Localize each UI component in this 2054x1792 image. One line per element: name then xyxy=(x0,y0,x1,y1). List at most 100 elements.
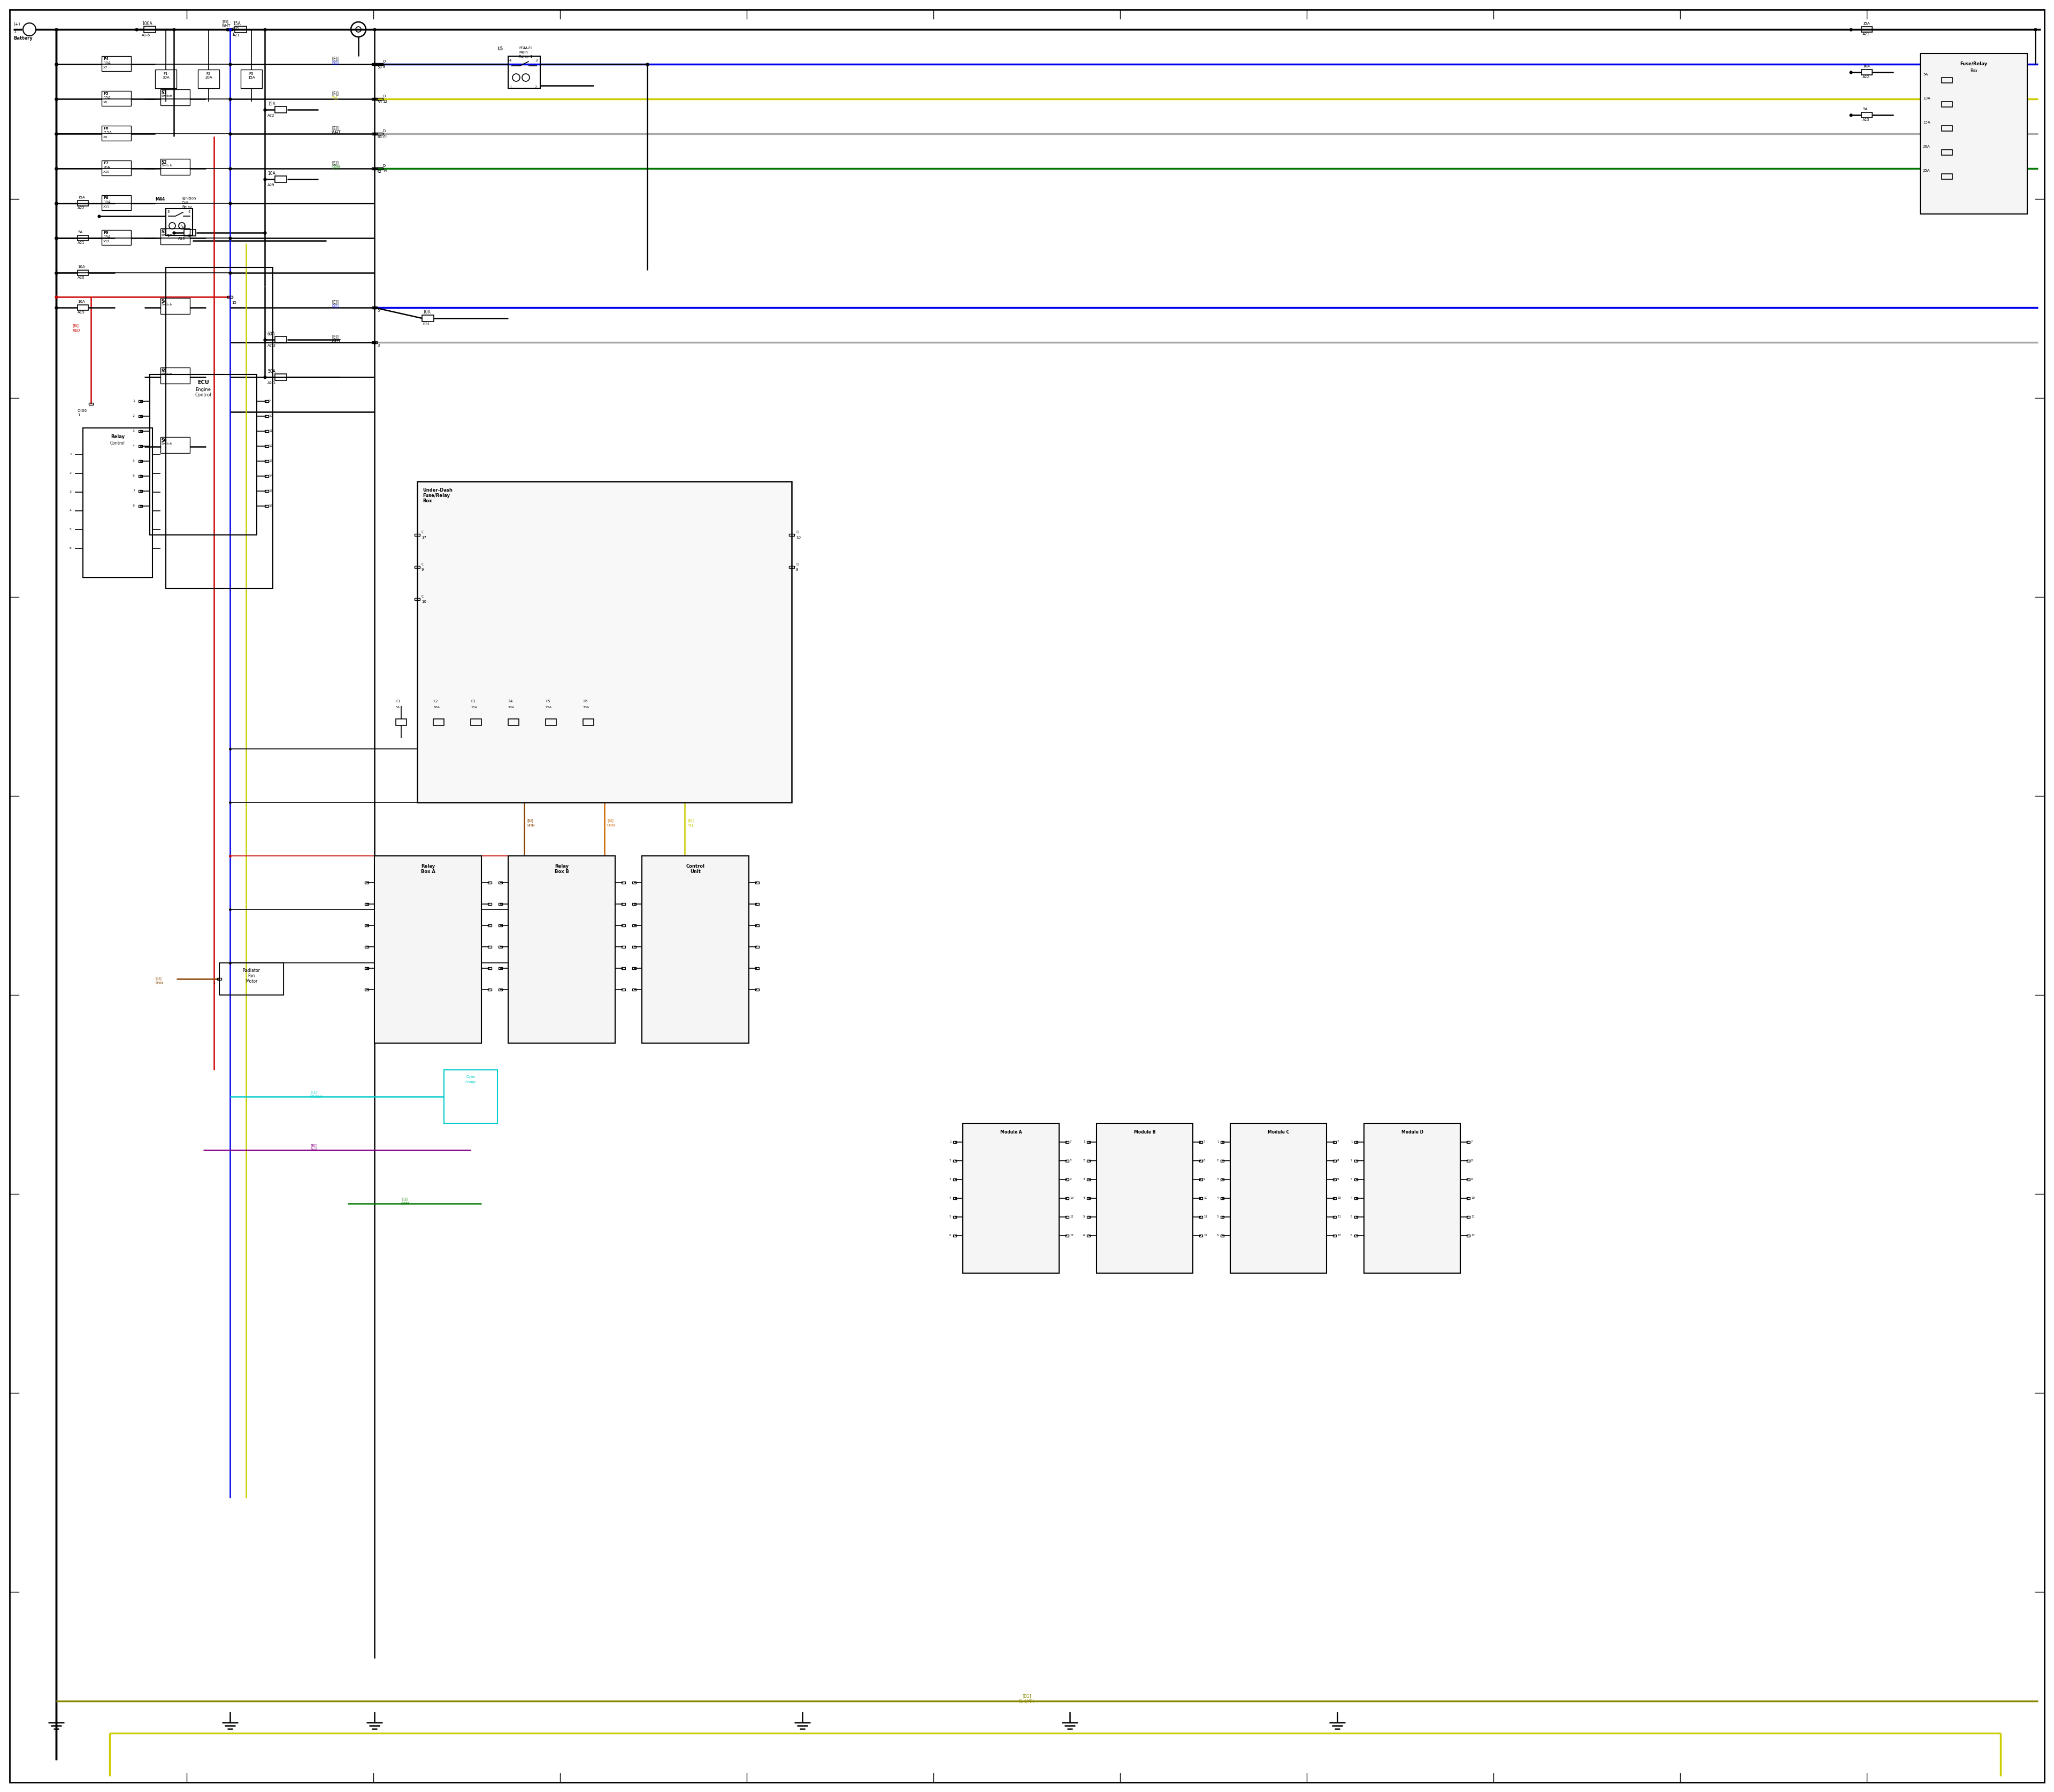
Text: 10A: 10A xyxy=(103,61,111,65)
Text: Relay
Box B: Relay Box B xyxy=(555,864,569,874)
Text: S5: S5 xyxy=(162,369,166,373)
Bar xyxy=(633,903,637,905)
Text: 11: 11 xyxy=(1471,1215,1475,1219)
Text: 3: 3 xyxy=(70,491,72,493)
Bar xyxy=(138,489,142,493)
Bar xyxy=(265,400,269,401)
Text: Module A: Module A xyxy=(1000,1129,1021,1134)
Bar xyxy=(372,167,378,170)
Text: 16: 16 xyxy=(269,504,273,507)
Text: [EJ]: [EJ] xyxy=(331,335,339,340)
Bar xyxy=(160,90,189,106)
Bar xyxy=(507,857,614,1043)
Bar xyxy=(546,719,557,726)
Text: 10: 10 xyxy=(1204,1197,1208,1199)
Text: A23: A23 xyxy=(1863,118,1869,122)
Text: 66: 66 xyxy=(378,136,382,138)
Text: Module D: Module D xyxy=(1401,1129,1423,1134)
Text: X12: X12 xyxy=(103,240,109,244)
Text: Ignition: Ignition xyxy=(183,197,195,201)
Text: F9: F9 xyxy=(103,231,109,235)
Text: Control
Unit: Control Unit xyxy=(686,864,705,874)
Text: C406: C406 xyxy=(78,409,86,412)
Text: 15A: 15A xyxy=(267,102,275,106)
Text: Switch: Switch xyxy=(162,303,173,306)
Bar xyxy=(622,968,624,969)
Bar xyxy=(1333,1217,1337,1219)
Bar xyxy=(275,106,288,113)
Text: M44: M44 xyxy=(156,197,164,202)
Text: YEL: YEL xyxy=(688,824,694,826)
Bar xyxy=(1941,174,1953,179)
Bar xyxy=(622,925,624,926)
Text: YEL: YEL xyxy=(331,95,339,100)
Text: 5A: 5A xyxy=(1863,108,1867,111)
Bar xyxy=(78,201,88,206)
Bar xyxy=(1087,1142,1091,1143)
Bar xyxy=(265,505,269,507)
Text: Fuse/Relay: Fuse/Relay xyxy=(423,493,450,498)
Bar xyxy=(499,903,503,905)
Bar xyxy=(756,946,760,948)
Text: 15A: 15A xyxy=(103,235,111,238)
Text: Comp: Comp xyxy=(466,1081,477,1084)
Text: WHT: WHT xyxy=(222,23,230,27)
Text: 2: 2 xyxy=(70,471,72,475)
Bar xyxy=(88,403,92,405)
Bar xyxy=(1467,1235,1471,1236)
Text: 59: 59 xyxy=(378,66,382,70)
Bar xyxy=(583,719,594,726)
Bar xyxy=(1097,1124,1193,1272)
Text: F6: F6 xyxy=(583,699,587,702)
Text: 10A: 10A xyxy=(1863,65,1869,68)
Text: [EJ]: [EJ] xyxy=(331,91,339,97)
Bar xyxy=(622,882,624,883)
Text: [EJ]: [EJ] xyxy=(688,819,694,823)
Text: 3: 3 xyxy=(166,210,168,213)
Text: Control: Control xyxy=(195,392,212,398)
Bar xyxy=(366,968,368,969)
Text: Battery: Battery xyxy=(14,36,33,41)
Text: Relay
Box A: Relay Box A xyxy=(421,864,435,874)
Bar xyxy=(1861,113,1871,118)
Text: Radiator: Radiator xyxy=(242,968,261,973)
Bar xyxy=(1066,1217,1068,1219)
Text: 1: 1 xyxy=(134,400,136,401)
Text: X8: X8 xyxy=(103,100,107,104)
Bar xyxy=(953,1197,957,1199)
Bar xyxy=(1364,1124,1460,1272)
Text: F4: F4 xyxy=(103,57,109,61)
Bar xyxy=(1333,1179,1337,1181)
Text: [EJ]: [EJ] xyxy=(331,161,339,167)
Text: 8: 8 xyxy=(134,504,136,507)
Bar xyxy=(489,968,491,969)
Text: 7: 7 xyxy=(134,489,136,493)
Text: S3: S3 xyxy=(162,229,166,235)
Bar xyxy=(166,208,193,235)
Text: 15A: 15A xyxy=(232,22,240,27)
Bar xyxy=(265,489,269,493)
Text: Module C: Module C xyxy=(1267,1129,1290,1134)
Bar xyxy=(1333,1235,1337,1236)
Text: 5: 5 xyxy=(378,310,380,312)
Bar xyxy=(220,962,283,995)
Bar xyxy=(1066,1142,1068,1143)
Bar xyxy=(433,719,444,726)
Text: [EJ]: [EJ] xyxy=(528,819,534,823)
Text: 10: 10 xyxy=(421,600,427,604)
Text: 1: 1 xyxy=(14,30,16,34)
Text: 8: 8 xyxy=(382,65,384,68)
Text: X11: X11 xyxy=(103,206,109,208)
Bar xyxy=(228,296,232,297)
Text: 20A: 20A xyxy=(1923,145,1931,149)
Text: [EJ]: [EJ] xyxy=(608,819,614,823)
Bar xyxy=(1087,1235,1091,1236)
Text: C: C xyxy=(421,595,423,599)
Text: Main: Main xyxy=(520,50,528,54)
Bar xyxy=(185,229,195,237)
Bar xyxy=(138,505,142,507)
Text: 5A: 5A xyxy=(1923,73,1929,75)
Bar xyxy=(1200,1197,1202,1199)
Bar xyxy=(444,1070,497,1124)
Text: 9: 9 xyxy=(797,568,799,572)
